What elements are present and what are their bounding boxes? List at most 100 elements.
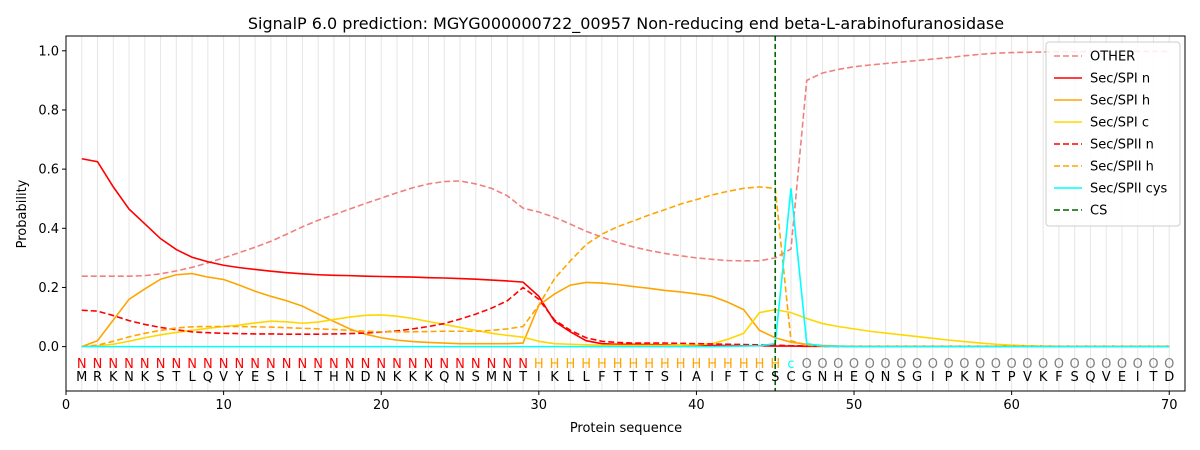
residue-label: Y (234, 370, 243, 385)
x-tick-label: 70 (1161, 398, 1178, 413)
region-label: c (787, 357, 794, 372)
sequence-labels: NMNRNKNNNKNSNTNLNQNVNYNENSNINLNTNHNNNDNN… (76, 357, 1174, 385)
residue-label: T (628, 370, 637, 385)
region-label: O (991, 357, 1001, 372)
legend-label: Sec/SPII cys (1090, 182, 1168, 197)
residue-label: L (188, 370, 196, 385)
region-label: O (1038, 357, 1048, 372)
residue-label: D (360, 370, 370, 385)
y-tick-label: 0.2 (38, 281, 59, 296)
residue-label: K (109, 370, 118, 385)
residue-label: A (692, 370, 701, 385)
region-label: H (770, 357, 780, 372)
x-axis-label: Protein sequence (570, 421, 682, 436)
residue-label: E (850, 370, 858, 385)
region-label: O (817, 357, 827, 372)
residue-label: C (755, 370, 764, 385)
residue-label: E (1118, 370, 1126, 385)
region-label: O (912, 357, 922, 372)
region-label: N (439, 357, 449, 372)
region-label: H (550, 357, 560, 372)
residue-label: I (1136, 370, 1140, 385)
residue-label: V (1023, 370, 1032, 385)
x-tick-label: 40 (688, 398, 705, 413)
region-label: O (1070, 357, 1080, 372)
region-label: O (928, 357, 938, 372)
region-label: O (1101, 357, 1111, 372)
residue-label: M (486, 370, 497, 385)
residue-label: T (644, 370, 653, 385)
residue-label: S (661, 370, 669, 385)
region-label: N (518, 357, 528, 372)
region-label: N (471, 357, 481, 372)
x-tick-label: 20 (373, 398, 390, 413)
region-label: N (140, 357, 150, 372)
y-axis-label: Probability (15, 179, 30, 248)
region-label: H (628, 357, 638, 372)
x-tick-label: 0 (62, 398, 70, 413)
region-label: H (597, 357, 607, 372)
region-label: O (865, 357, 875, 372)
region-label: H (660, 357, 670, 372)
x-tick-label: 10 (215, 398, 232, 413)
region-label: N (424, 357, 434, 372)
region-label: H (723, 357, 733, 372)
region-label: O (849, 357, 859, 372)
series-layer (81, 50, 1170, 348)
y-tick-label: 0.8 (38, 103, 59, 118)
residue-label: F (598, 370, 605, 385)
region-label: O (880, 357, 890, 372)
region-label: H (676, 357, 686, 372)
region-label: N (361, 357, 371, 372)
region-label: N (455, 357, 465, 372)
region-label: N (108, 357, 118, 372)
region-label: H (755, 357, 765, 372)
residue-label: L (567, 370, 575, 385)
residue-label: K (408, 370, 417, 385)
residue-label: N (975, 370, 985, 385)
region-label: O (943, 357, 953, 372)
residue-label: C (786, 370, 795, 385)
residue-label: T (991, 370, 1000, 385)
chart-title: SignalP 6.0 prediction: MGYG000000722_00… (248, 14, 1004, 34)
residue-label: G (802, 370, 812, 385)
residue-label: Q (439, 370, 449, 385)
plot-frame (65, 35, 1186, 392)
region-label: N (329, 357, 339, 372)
region-label: O (1022, 357, 1032, 372)
residue-label: I (710, 370, 714, 385)
residue-label: M (76, 370, 87, 385)
residue-label: N (502, 370, 512, 385)
residue-label: T (1149, 370, 1158, 385)
legend-box (1045, 41, 1181, 227)
region-label: O (959, 357, 969, 372)
residue-label: S (267, 370, 275, 385)
region-label: N (266, 357, 276, 372)
series-line-sec-spi-n (81, 157, 1170, 348)
series-line-other (81, 50, 1170, 278)
residue-label: L (582, 370, 590, 385)
residue-label: S (897, 370, 905, 385)
residue-label: L (299, 370, 307, 385)
region-label: N (313, 357, 323, 372)
region-label: H (739, 357, 749, 372)
region-label: H (613, 357, 623, 372)
series-line-sec-spii-n (81, 286, 1170, 348)
region-label: N (487, 357, 497, 372)
residue-label: S (156, 370, 164, 385)
region-label: N (171, 357, 181, 372)
series-line-sec-spi-c (81, 308, 1170, 348)
grid-lines (81, 36, 1170, 391)
residue-label: K (393, 370, 402, 385)
residue-label: D (1164, 370, 1174, 385)
region-label: O (1117, 357, 1127, 372)
residue-label: H (833, 370, 843, 385)
region-label: O (1054, 357, 1064, 372)
residue-label: E (251, 370, 259, 385)
region-label: H (692, 357, 702, 372)
legend-label: Sec/SPII h (1090, 160, 1154, 175)
residue-label: N (345, 370, 355, 385)
region-label: N (408, 357, 418, 372)
y-tick-label: 0.4 (38, 222, 59, 237)
region-label: O (896, 357, 906, 372)
